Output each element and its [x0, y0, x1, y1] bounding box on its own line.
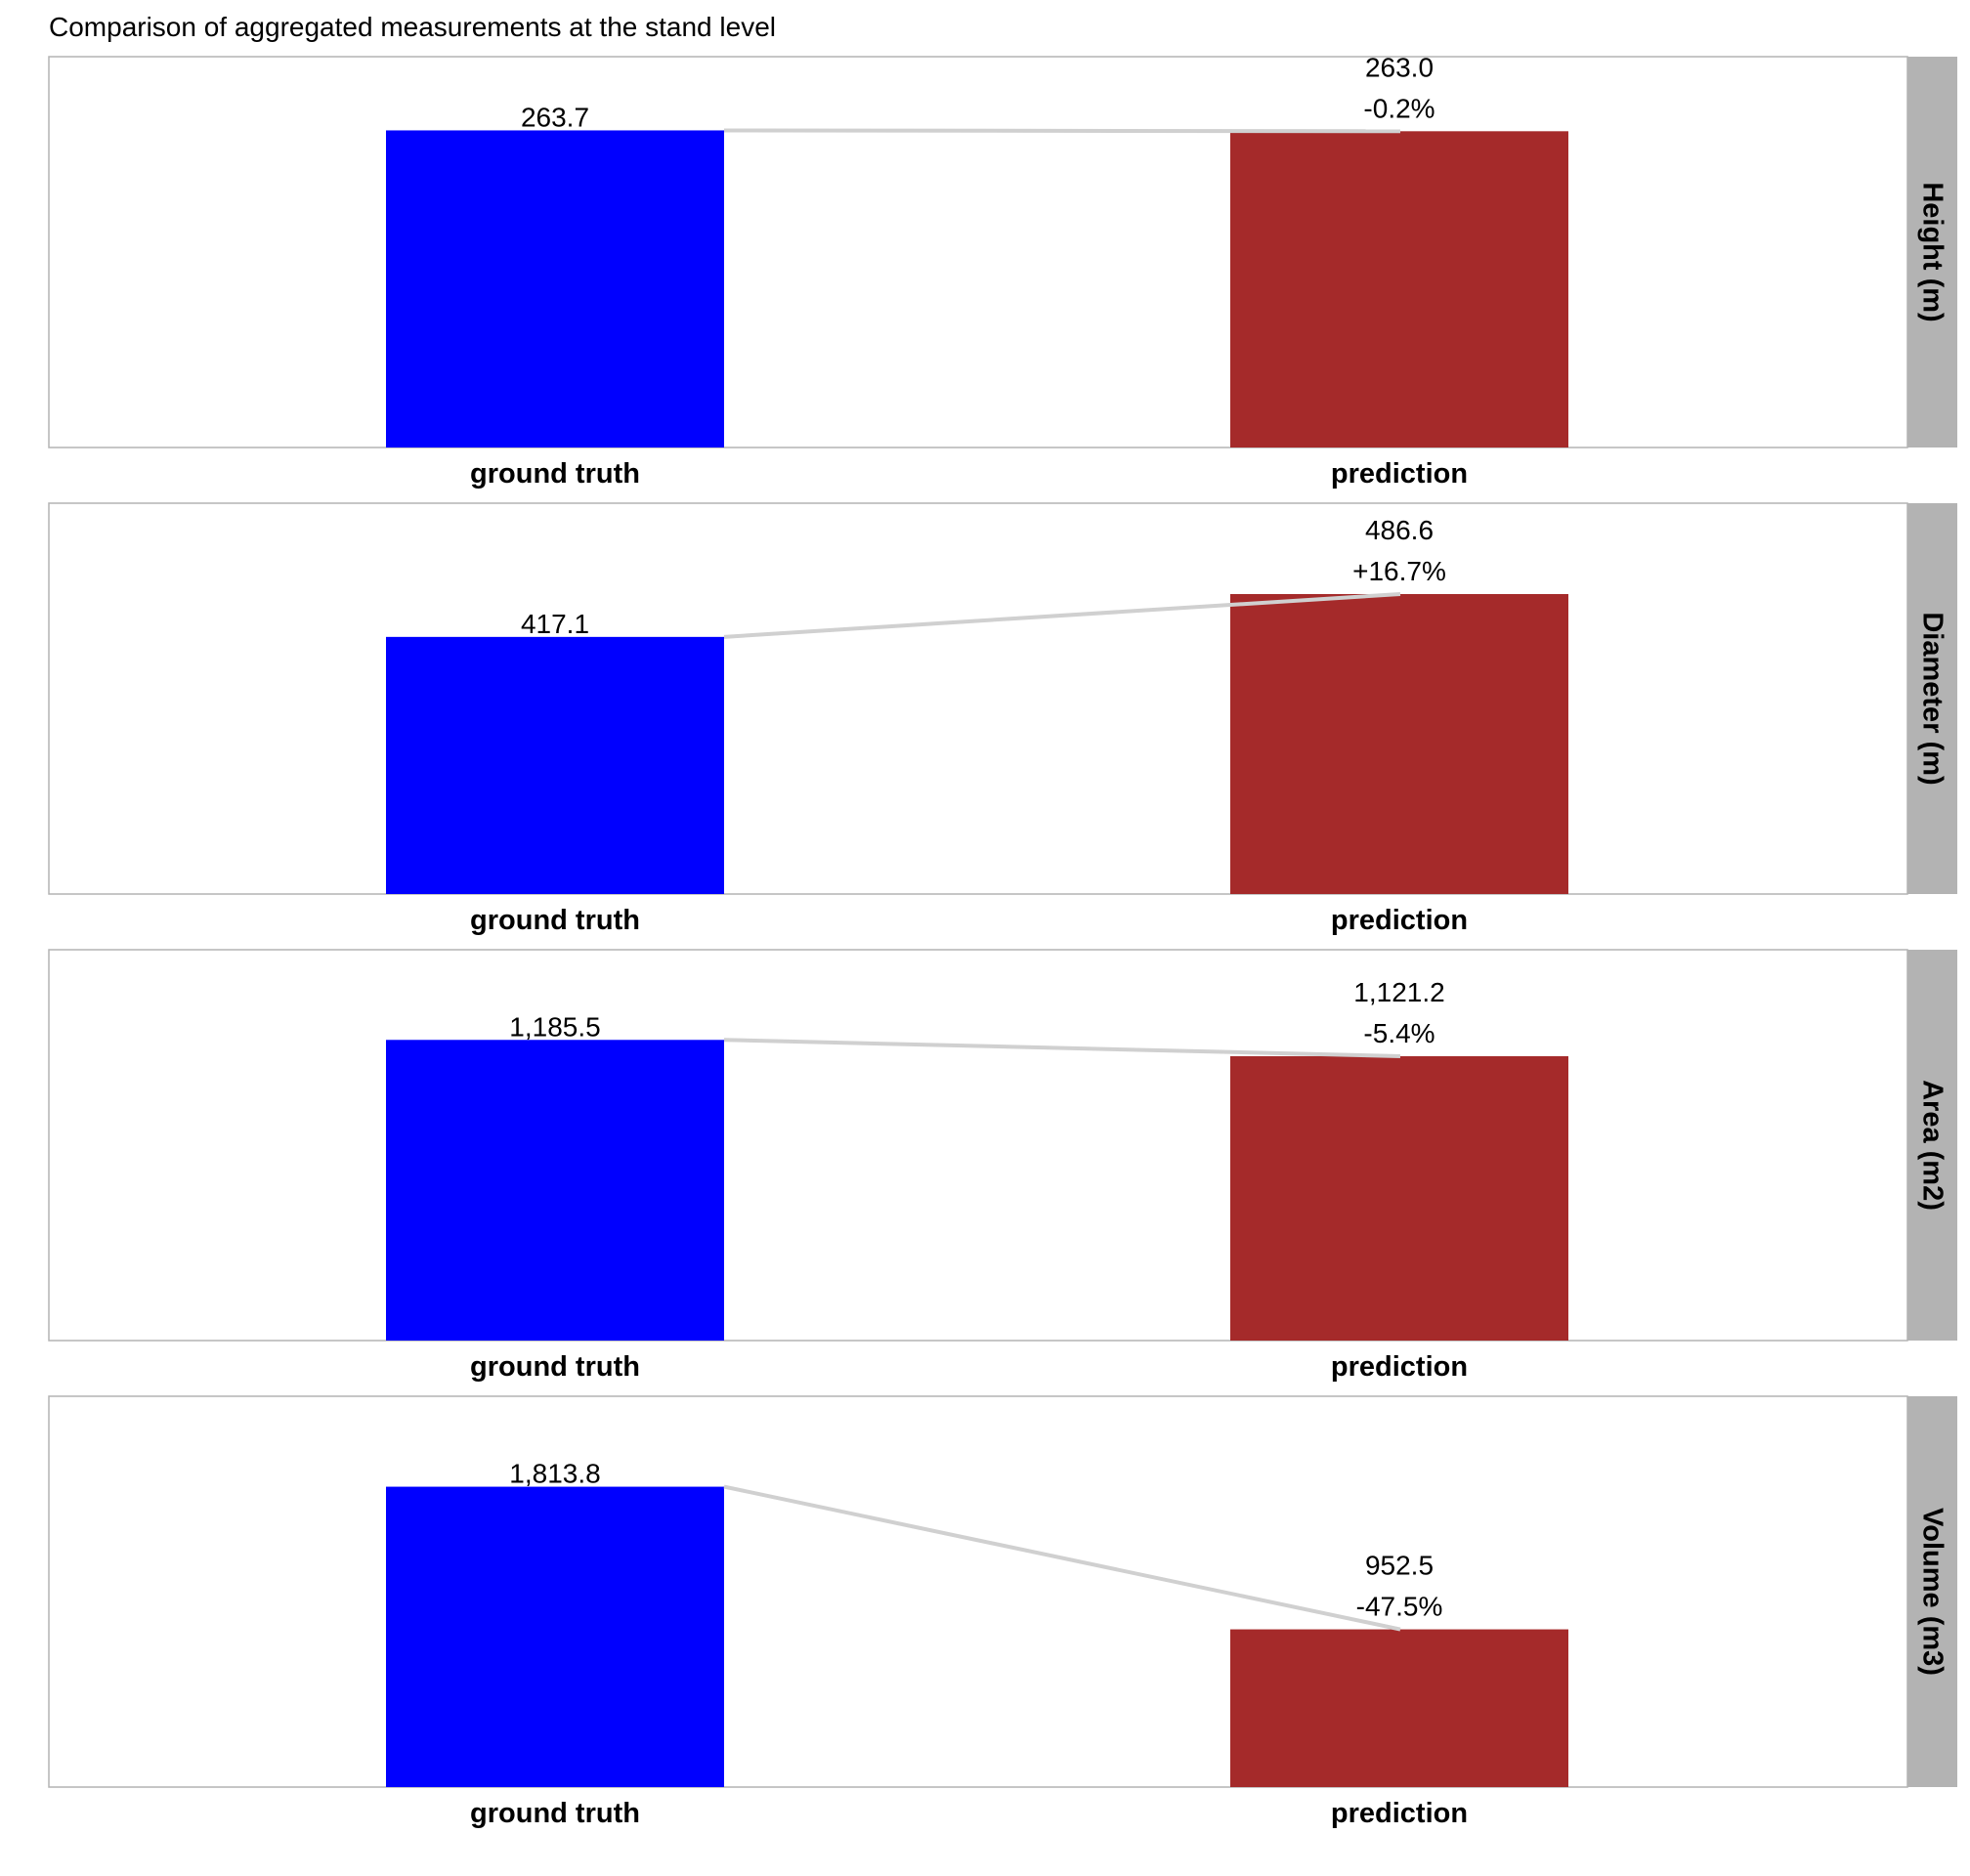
panel-3-frame	[48, 1395, 1908, 1788]
panel-0-value-label-ground-truth: 263.7	[521, 102, 589, 132]
panel-1-frame	[48, 502, 1908, 895]
panel-2-value-label-ground-truth: 1,185.5	[509, 1011, 600, 1042]
panel-3-change-label: -47.5%	[1356, 1592, 1443, 1622]
panel-1-tick-label-ground-truth: ground truth	[470, 905, 640, 936]
panel-3-strip	[1907, 1396, 1957, 1787]
panel-3-bar-ground-truth	[386, 1486, 724, 1787]
panel-0-bar-ground-truth	[386, 130, 724, 448]
panel-2-change-label: -5.4%	[1363, 1018, 1435, 1048]
panel-3-value-label-ground-truth: 1,813.8	[509, 1459, 600, 1489]
panel-1-value-label-prediction: 486.6	[1365, 515, 1434, 545]
panel-0-connector-line	[723, 128, 1401, 134]
panel-1-strip-label: Diameter (m)	[1917, 612, 1949, 785]
panel-3-bar-prediction	[1230, 1629, 1568, 1787]
chart-title: Comparison of aggregated measurements at…	[49, 12, 776, 42]
panel-1-connector-line	[723, 592, 1401, 639]
panel-1-bar-prediction	[1230, 593, 1568, 894]
panel-3-value-label-prediction: 952.5	[1365, 1551, 1434, 1581]
panel-2-frame	[48, 949, 1908, 1342]
panel-3-tick-label-ground-truth: ground truth	[470, 1798, 640, 1829]
panel-0-strip-label: Height (m)	[1917, 182, 1949, 321]
panel-2-strip	[1907, 950, 1957, 1341]
panel-0-change-label: -0.2%	[1363, 93, 1435, 123]
panel-0-frame	[48, 56, 1908, 448]
panel-2-bar-ground-truth	[386, 1040, 724, 1341]
panel-2-tick-label-ground-truth: ground truth	[470, 1351, 640, 1383]
panel-2-value-label-prediction: 1,121.2	[1353, 977, 1444, 1007]
panel-2-connector-line	[723, 1038, 1401, 1058]
panel-1-strip	[1907, 503, 1957, 894]
panel-1-bar-ground-truth	[386, 636, 724, 894]
panel-1-value-label-ground-truth: 417.1	[521, 609, 589, 639]
panel-2-bar-prediction	[1230, 1055, 1568, 1341]
panel-0-tick-label-prediction: prediction	[1331, 458, 1468, 490]
panel-3-connector-line	[723, 1484, 1401, 1632]
panel-0-tick-label-ground-truth: ground truth	[470, 458, 640, 490]
panel-2-strip-label: Area (m2)	[1917, 1080, 1949, 1211]
panel-0-value-label-prediction: 263.0	[1365, 52, 1434, 82]
panel-0-strip	[1907, 57, 1957, 448]
panel-2-tick-label-prediction: prediction	[1331, 1351, 1468, 1383]
panel-3-tick-label-prediction: prediction	[1331, 1798, 1468, 1829]
panel-3-strip-label: Volume (m3)	[1917, 1508, 1949, 1676]
panel-0-bar-prediction	[1230, 131, 1568, 448]
panel-1-change-label: +16.7%	[1352, 556, 1446, 586]
panel-1-tick-label-prediction: prediction	[1331, 905, 1468, 936]
